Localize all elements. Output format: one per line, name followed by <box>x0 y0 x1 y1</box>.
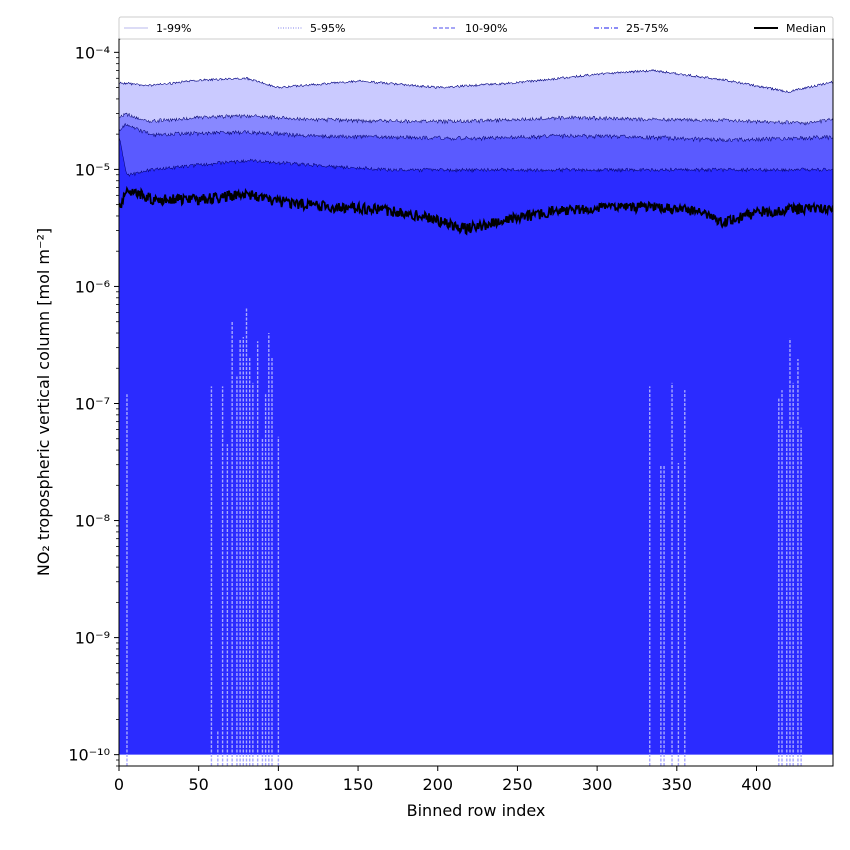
x-axis-label: Binned row index <box>407 801 546 820</box>
y-tick-label: 10⁻⁵ <box>75 160 110 179</box>
x-tick-label: 250 <box>502 775 533 794</box>
x-tick-label: 150 <box>343 775 374 794</box>
band-10-90pct <box>119 112 833 142</box>
legend-frame <box>118 16 834 40</box>
legend-label: 1-99% <box>156 22 191 35</box>
x-tick-label: 0 <box>114 775 124 794</box>
x-axis: 0 50 100 150 200 250 300 350 400 <box>114 766 772 794</box>
y-axis: 10⁻¹⁰ 10⁻⁹ 10⁻⁸ 10⁻⁷ 10⁻⁶ 10⁻⁵ 10⁻⁴ <box>68 43 119 767</box>
y-tick-label: 10⁻⁴ <box>75 43 110 62</box>
plot-area <box>119 69 833 766</box>
legend: 1-99% 5-95% 10-90% 25-75% Median <box>118 16 834 40</box>
x-tick-label: 400 <box>741 775 772 794</box>
legend-label: 25-75% <box>626 22 668 35</box>
band-edge-5-95pct <box>119 69 833 94</box>
x-tick-label: 200 <box>422 775 453 794</box>
y-tick-label: 10⁻⁹ <box>75 629 110 648</box>
y-tick-label: 10⁻¹⁰ <box>68 746 110 765</box>
y-tick-label: 10⁻⁸ <box>75 512 110 531</box>
band-1-99pct <box>119 135 833 755</box>
band-5-95pct <box>119 69 833 125</box>
legend-label: 10-90% <box>465 22 507 35</box>
y-tick-label: 10⁻⁷ <box>75 394 110 413</box>
y-axis-label: NO₂ tropospheric vertical column [mol m⁻… <box>34 228 53 576</box>
band-25-75pct <box>119 123 833 176</box>
x-tick-label: 100 <box>263 775 294 794</box>
legend-label: 5-95% <box>310 22 345 35</box>
y-tick-label: 10⁻⁶ <box>75 277 110 296</box>
x-tick-label: 300 <box>582 775 613 794</box>
median-line <box>119 185 833 236</box>
legend-label: Median <box>786 22 826 35</box>
x-tick-label: 50 <box>189 775 209 794</box>
x-tick-label: 350 <box>662 775 693 794</box>
